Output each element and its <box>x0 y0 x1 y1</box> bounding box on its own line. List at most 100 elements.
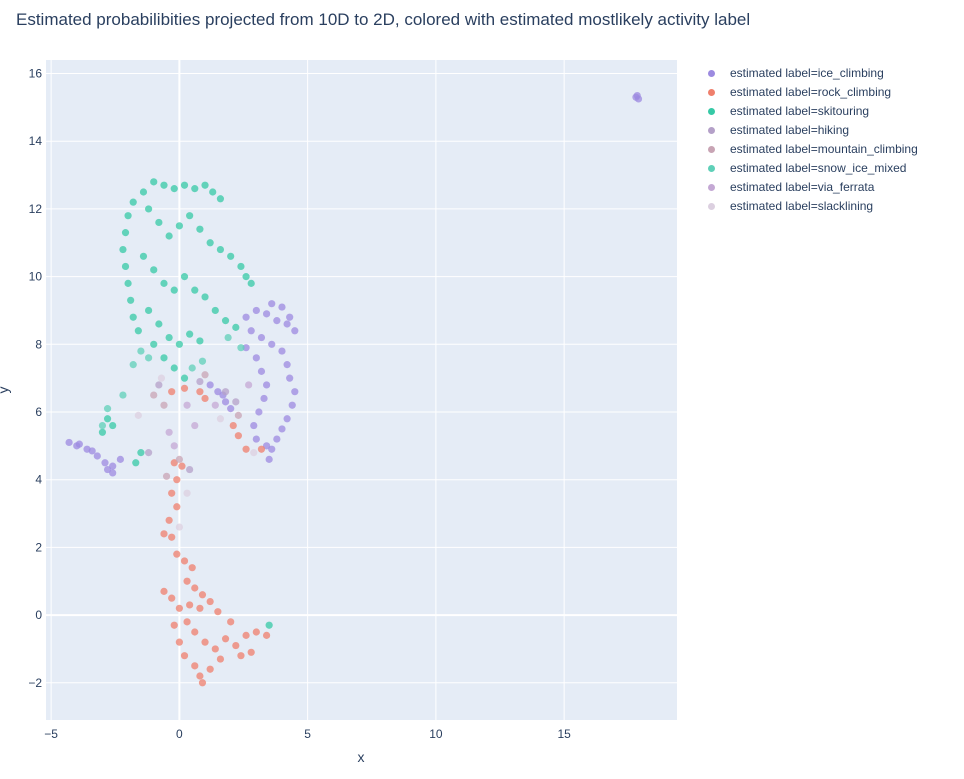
data-point-series-1[interactable] <box>180 652 189 660</box>
data-point-series-0[interactable] <box>257 367 266 375</box>
data-point-series-0[interactable] <box>288 401 296 409</box>
data-point-series-1[interactable] <box>183 577 191 585</box>
data-point-series-1[interactable] <box>175 604 183 612</box>
data-point-series-3[interactable] <box>196 377 204 386</box>
data-point-series-0[interactable] <box>252 435 260 443</box>
data-point-series-2[interactable] <box>227 252 235 260</box>
data-point-series-2[interactable] <box>242 273 250 281</box>
data-point-series-2[interactable] <box>129 198 137 206</box>
data-point-series-0[interactable] <box>268 300 276 308</box>
data-point-series-2[interactable] <box>201 181 209 189</box>
data-point-series-3[interactable] <box>221 388 230 396</box>
data-point-series-0[interactable] <box>250 421 258 430</box>
data-point-series-1[interactable] <box>186 601 194 609</box>
data-point-series-0[interactable] <box>109 469 117 477</box>
data-point-series-7[interactable] <box>250 449 258 457</box>
data-point-series-5[interactable] <box>98 421 107 430</box>
data-point-series-2[interactable] <box>160 354 168 362</box>
data-point-series-0[interactable] <box>88 447 96 455</box>
data-point-series-0[interactable] <box>273 317 281 325</box>
data-point-series-0[interactable] <box>252 306 260 315</box>
data-point-series-2[interactable] <box>196 337 204 345</box>
data-point-series-3[interactable] <box>186 465 194 474</box>
data-point-series-1[interactable] <box>196 672 204 680</box>
legend-item-5[interactable]: estimated label=snow_ice_mixed <box>700 159 918 178</box>
data-point-series-2[interactable] <box>211 306 219 315</box>
data-point-series-1[interactable] <box>183 618 191 626</box>
data-point-series-7[interactable] <box>157 374 166 382</box>
data-point-series-2[interactable] <box>216 245 225 254</box>
data-point-series-2[interactable] <box>170 364 178 372</box>
data-point-series-4[interactable] <box>162 472 171 480</box>
data-point-series-1[interactable] <box>196 604 204 612</box>
data-point-series-0[interactable] <box>255 408 263 416</box>
data-point-series-0[interactable] <box>283 415 291 423</box>
data-point-series-2[interactable] <box>216 195 225 203</box>
data-point-series-3[interactable] <box>232 398 240 406</box>
data-point-series-2[interactable] <box>175 340 183 348</box>
data-point-series-1[interactable] <box>170 459 178 467</box>
data-point-series-1[interactable] <box>232 641 240 650</box>
data-point-series-2[interactable] <box>186 330 194 338</box>
data-point-series-0[interactable] <box>116 455 124 463</box>
data-point-series-0[interactable] <box>93 452 101 460</box>
data-point-series-0[interactable] <box>242 313 250 321</box>
data-point-series-1[interactable] <box>168 388 176 396</box>
data-point-series-0[interactable] <box>103 465 112 474</box>
data-point-series-2[interactable] <box>127 296 135 304</box>
legend-item-3[interactable]: estimated label=hiking <box>700 121 918 140</box>
data-point-series-2[interactable] <box>186 212 194 220</box>
data-point-series-2[interactable] <box>247 279 255 287</box>
data-point-series-1[interactable] <box>168 489 176 497</box>
data-point-series-2[interactable] <box>119 245 127 254</box>
data-point-series-1[interactable] <box>247 648 255 656</box>
data-point-series-4[interactable] <box>175 455 183 463</box>
data-point-series-1[interactable] <box>160 587 168 595</box>
data-point-series-1[interactable] <box>242 445 250 453</box>
data-point-series-0[interactable] <box>257 333 266 342</box>
data-point-series-2[interactable] <box>150 266 158 274</box>
data-point-series-0[interactable] <box>262 442 271 450</box>
data-point-series-2[interactable] <box>109 421 117 430</box>
data-point-series-2[interactable] <box>191 185 199 193</box>
legend-item-1[interactable]: estimated label=rock_climbing <box>700 83 918 102</box>
data-point-series-2[interactable] <box>221 317 230 325</box>
data-point-series-0[interactable] <box>265 455 273 463</box>
data-point-series-2[interactable] <box>129 313 137 321</box>
data-point-series-2[interactable] <box>121 262 130 271</box>
data-point-series-3[interactable] <box>155 381 163 389</box>
data-point-series-1[interactable] <box>198 679 207 687</box>
data-point-series-2[interactable] <box>124 279 132 287</box>
legend-item-7[interactable]: estimated label=slacklining <box>700 197 918 216</box>
data-point-series-2[interactable] <box>160 181 168 189</box>
data-point-series-0[interactable] <box>247 327 255 335</box>
data-point-series-1[interactable] <box>206 665 214 673</box>
data-point-series-2[interactable] <box>175 222 183 230</box>
data-point-series-4[interactable] <box>201 371 209 379</box>
data-point-series-0[interactable] <box>283 361 291 369</box>
data-point-series-2[interactable] <box>196 225 204 233</box>
data-point-series-2[interactable] <box>180 374 189 382</box>
data-point-series-2[interactable] <box>139 188 148 196</box>
data-point-series-0[interactable] <box>283 320 291 328</box>
data-point-series-2[interactable] <box>98 428 107 436</box>
data-point-series-1[interactable] <box>180 557 189 565</box>
data-point-series-1[interactable] <box>178 462 186 470</box>
data-point-series-0[interactable] <box>214 388 222 396</box>
data-point-series-0[interactable] <box>260 394 268 403</box>
data-point-series-0[interactable] <box>242 344 250 352</box>
data-point-series-0[interactable] <box>273 435 281 443</box>
data-point-series-0[interactable] <box>286 313 294 321</box>
data-point-series-2[interactable] <box>206 239 214 247</box>
data-point-series-1[interactable] <box>242 631 250 639</box>
data-point-series-2[interactable] <box>170 286 178 294</box>
data-point-series-3[interactable] <box>145 449 153 457</box>
data-point-series-1[interactable] <box>201 394 209 403</box>
data-point-series-1[interactable] <box>216 655 225 663</box>
data-point-series-1[interactable] <box>227 618 235 626</box>
data-point-series-1[interactable] <box>252 628 260 636</box>
data-point-series-2[interactable] <box>191 286 199 294</box>
data-point-series-1[interactable] <box>211 645 219 653</box>
data-point-series-5[interactable] <box>103 405 112 413</box>
